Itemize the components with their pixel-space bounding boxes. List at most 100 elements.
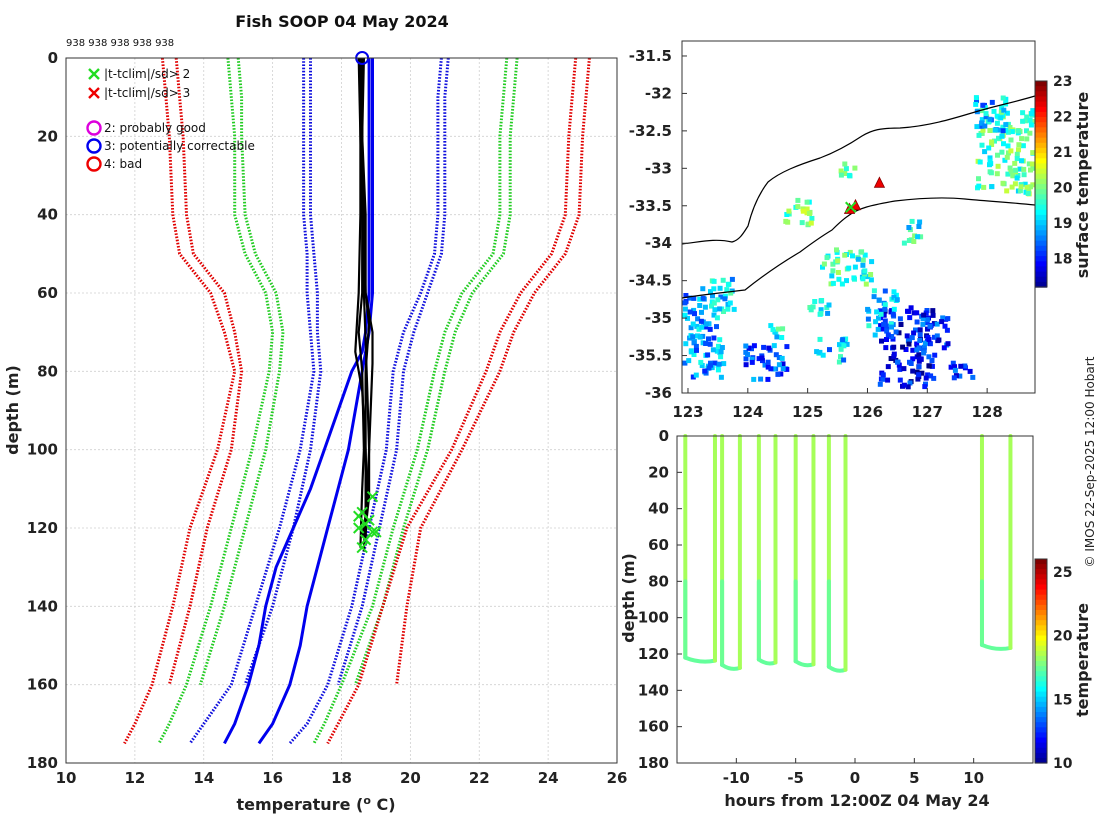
profile-y-label: depth (m) [3,365,22,455]
map-x-tick: 126 [852,403,883,421]
map-sst-pixel [727,300,733,306]
map-colorbar-swatch [1035,266,1047,273]
profile-climatology-green-left-a [157,57,275,745]
timeseries-y-tick: 20 [648,463,669,481]
map-sst-pixel [1020,110,1026,116]
map-sst-pixel [896,330,902,336]
profile-observed-black-c [361,57,374,529]
map-sst-pixel [998,115,1004,121]
map-sst-pixel [716,343,721,349]
map-sst-pixel [834,247,839,253]
map-x-tick: 127 [912,403,943,421]
timeseries-colorbar-tick: 20 [1053,629,1073,645]
map-sst-pixel [819,298,825,303]
map-sst-pixel [1019,136,1025,142]
timeseries-colorbar-swatch [1035,742,1047,749]
map-sst-pixel [779,335,785,340]
map-sst-pixel [962,363,968,369]
map-colorbar-swatch [1035,230,1047,237]
map-sst-pixel [768,366,774,372]
map-sst-pixel [688,325,694,331]
map-sst-pixel [922,340,928,346]
timeseries-colorbar-swatch [1035,640,1047,647]
map-sst-pixel [917,338,923,343]
map-sst-pixel [882,306,888,312]
map-sst-pixel [912,233,918,239]
profile-id-row: 938 938 938 938 938 [66,38,174,49]
map-sst-pixel [690,321,696,327]
map-sst-pixel [979,130,985,136]
map-panel: 123 124 125 126 127 128 -31.5 -32 -32.5 -33 -33.5… [629,40,1092,421]
map-sst-pixel [995,127,1001,133]
map-sst-pixel [1027,117,1033,123]
map-sst-pixel [901,366,907,372]
map-sst-pixel [1003,127,1009,133]
map-sst-pixel [842,252,848,258]
profile-climatology-green-right-a [312,57,509,745]
map-sst-pixel [721,361,727,367]
timeseries-colorbar-frame [1034,558,1048,764]
map-sst-pixel [1007,165,1013,171]
map-sst-pixel [842,171,848,176]
map-colorbar-swatch [1035,168,1047,175]
map-sst-pixel [836,276,842,282]
map-sst-pixel [978,123,984,129]
map-sst-pixel [841,343,847,349]
map-sst-pixel [698,318,704,324]
map-sst-pixel [715,367,721,373]
timeseries-x-label: hours from 12:00Z 04 May 24 [724,791,989,810]
map-sst-pixel [900,344,906,350]
map-sst-pixel [1020,143,1026,149]
map-sst-pixel [906,238,912,243]
map-sst-pixel [710,293,715,299]
map-sst-pixel [860,276,866,282]
map-sst-pixel [835,258,841,264]
profile-y-ticks: 0 20 40 60 80 100 120 140 160 180 [27,49,58,772]
map-sst-pixel [927,323,933,329]
map-sst-pixel [1000,128,1006,134]
timeseries-x-tick: -10 [723,769,750,787]
map-colorbar-swatch [1035,204,1047,211]
map-sst-pixel [843,336,849,342]
map-y-tick: -35 [645,309,672,327]
map-sst-pixel [988,170,994,176]
map-sst-pixel [846,172,852,178]
map-sst-pixel [830,268,836,274]
map-sst-pixel [863,281,869,287]
map-sst-pixel [778,371,784,377]
map-sst-pixel [695,316,701,322]
timeseries-cast-bottom [720,662,742,671]
map-sst-pixel [771,343,777,349]
timeseries-colorbar-tick: 25 [1053,565,1072,581]
map-sst-pixel [766,345,772,351]
map-sst-pixel [891,294,897,300]
map-sst-pixel [690,374,696,380]
timeseries-colorbar-tick: 15 [1053,692,1072,708]
map-colorbar-swatch [1035,240,1047,247]
map-sst-pixel [682,306,688,312]
map-sst-pixel [979,108,985,114]
map-front-line [681,197,1036,299]
map-colorbar-swatch [1035,101,1047,108]
map-sst-pixel [711,335,717,341]
map-sst-pixel [872,332,878,338]
map-sst-pixel [1007,125,1013,130]
map-sst-pixel [708,362,713,368]
timeseries-colorbar-swatch [1035,747,1047,754]
map-sst-pixel [913,327,918,333]
map-colorbar-swatch [1035,189,1047,195]
legend-marker-circle [86,156,102,172]
map-sst-pixel [705,352,711,358]
legend-marker-x [88,87,100,99]
map-sst-pixel [932,352,938,358]
map-sst-pixel [712,360,718,366]
map-sst-pixel [783,218,789,224]
map-sst-pixel [996,135,1001,141]
timeseries-colorbar-swatch [1035,666,1047,672]
timeseries-y-tick: 160 [638,718,669,736]
map-sst-pixel [1025,191,1031,196]
map-sst-pixel [989,184,995,190]
map-sst-pixel [927,341,933,347]
map-sst-pixel [1021,172,1027,178]
map-sst-pixel [880,376,886,382]
